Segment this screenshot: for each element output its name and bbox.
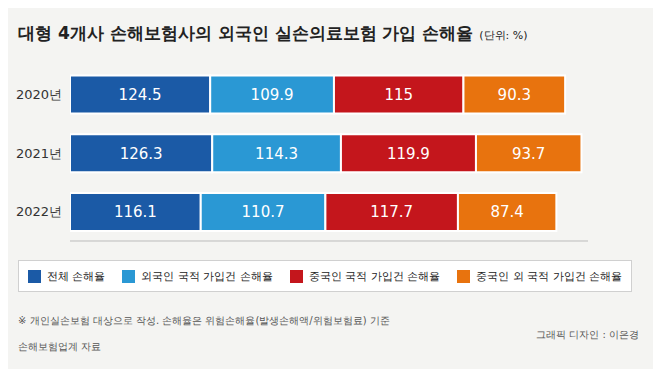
html-text:손해보험업계 자료: 손해보험업계 자료 <box>18 341 102 352</box>
html-text:대형 4개사 손해보험사의 외국인 실손의료보험 가입 손해: 대형 4개사 손해보험사의 외국인 실손의료보험 가입 손해율 (단위: %) <box>18 23 528 43</box>
svg-text:2021년: 2021년 <box>16 146 62 161</box>
svg-text:116.1: 116.1 <box>114 203 157 221</box>
svg-text:109.9: 109.9 <box>251 86 294 104</box>
svg-text:117.7: 117.7 <box>370 203 413 221</box>
svg-text:126.3: 126.3 <box>120 145 163 163</box>
svg-text:110.7: 110.7 <box>242 203 285 221</box>
svg-text:115: 115 <box>384 86 413 104</box>
svg-text:87.4: 87.4 <box>490 203 523 221</box>
svg-text:114.3: 114.3 <box>255 145 298 163</box>
svg-text:90.3: 90.3 <box>498 86 531 104</box>
html-text:※ 개인실손보험 대상으로 작성. 손해율은 위험손해율(발: ※ 개인실손보험 대상으로 작성. 손해율은 위험손해율(발생손해액/위험보험료… <box>18 315 390 326</box>
svg-text:2020년: 2020년 <box>16 87 62 102</box>
html-text:외국인 국적 가입건 손해율: 외국인 국적 가입건 손해율 <box>141 269 273 283</box>
html-text:중국인 외 국적 가입건 손해율: 중국인 외 국적 가입건 손해율 <box>476 269 623 283</box>
svg-text:119.9: 119.9 <box>387 145 430 163</box>
html-text:전체 손해율: 전체 손해율 <box>46 269 106 283</box>
html-text:중국인 국적 가입건 손해율: 중국인 국적 가입건 손해율 <box>308 269 441 283</box>
svg-text:93.7: 93.7 <box>512 145 545 163</box>
svg-text:124.5: 124.5 <box>119 86 162 104</box>
html-text:그래픽 디자인 : 이은경: 그래픽 디자인 : 이은경 <box>536 329 639 340</box>
svg-text:2022년: 2022년 <box>16 204 62 219</box>
